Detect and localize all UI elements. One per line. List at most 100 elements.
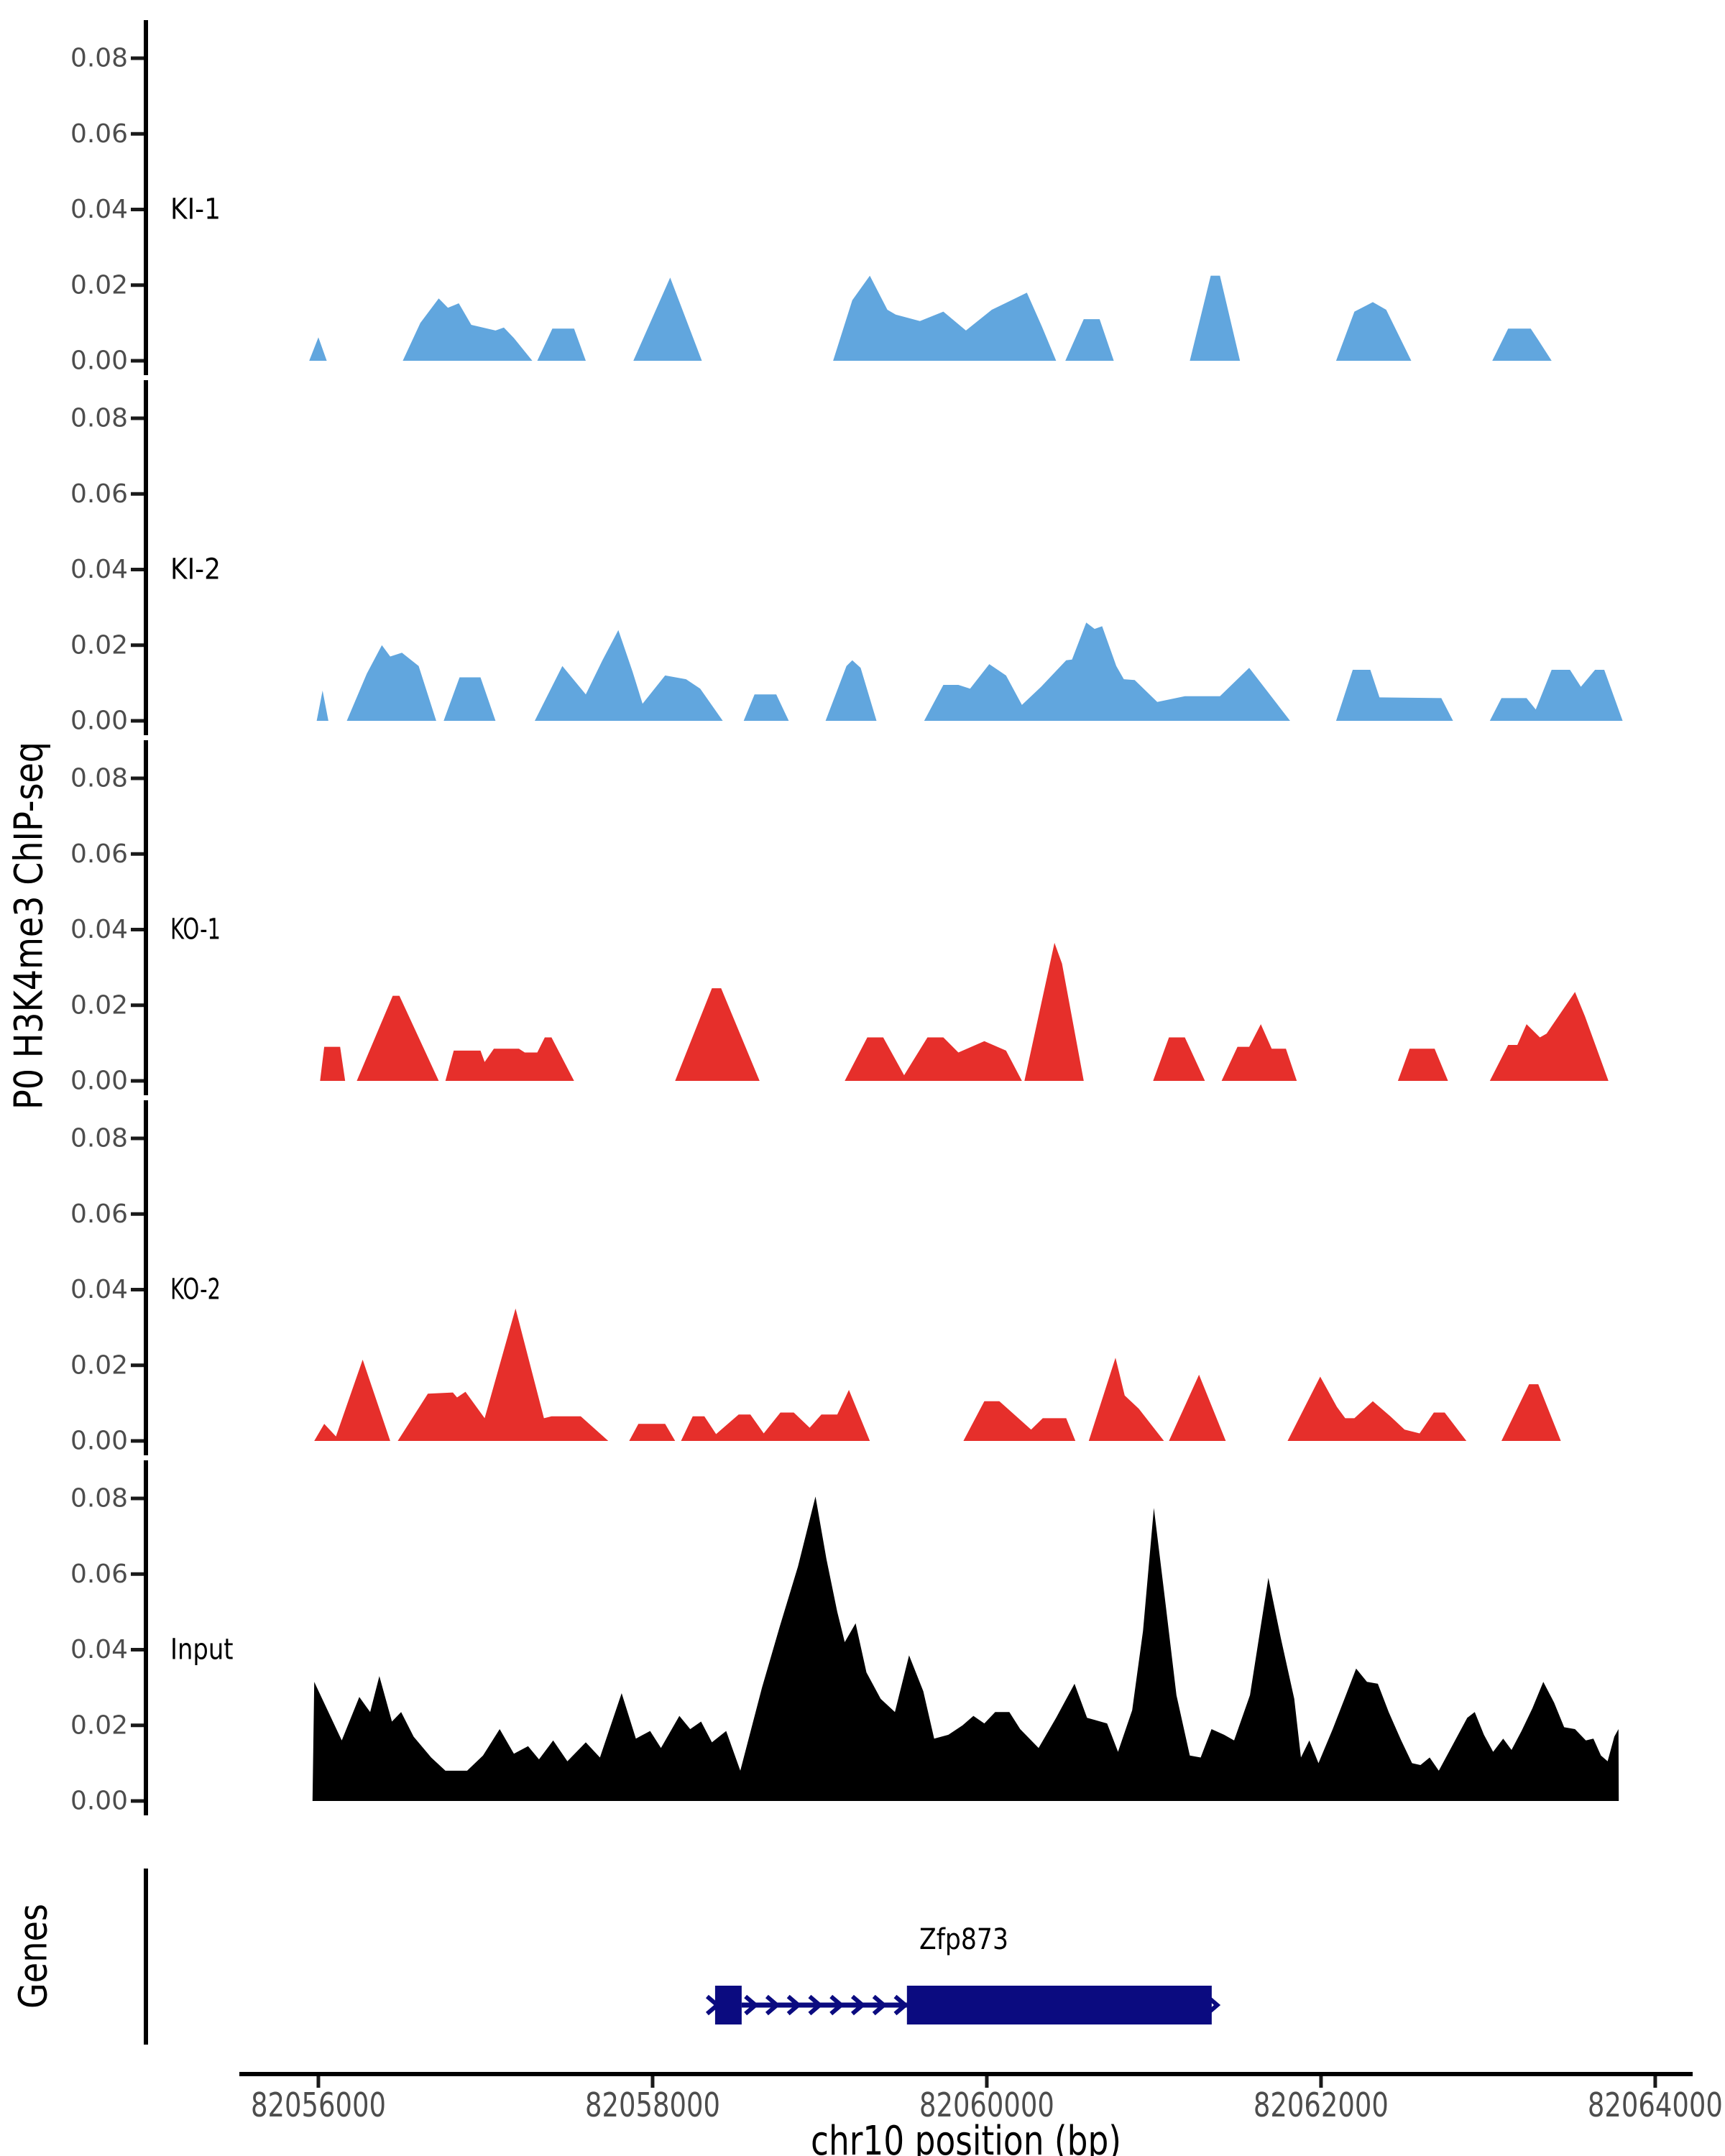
y-tick-mark xyxy=(131,359,144,363)
y-tick-mark xyxy=(131,928,144,931)
y-tick-label: 0.00 xyxy=(70,1067,128,1096)
y-tick-label: 0.08 xyxy=(70,1484,128,1514)
y-tick-mark xyxy=(131,492,144,496)
facet-KO-2: 0.00 0.02 0.04 0.06 0.08 KO-2 xyxy=(70,1100,1561,1456)
y-tick-label: 0.06 xyxy=(70,479,128,509)
y-tick-mark xyxy=(131,1136,144,1141)
signal-area-KI-2 xyxy=(316,622,1623,721)
facet-Input: 0.00 0.02 0.04 0.06 0.08 Input xyxy=(70,1460,1619,1816)
gene-strand-arrow-icon xyxy=(786,1994,802,2016)
y-tick-label: 0.02 xyxy=(70,270,128,300)
signal-area-KO-2 xyxy=(314,1308,1561,1441)
gene-strand-arrow-icon xyxy=(765,1994,781,2016)
y-tick-mark xyxy=(131,1572,144,1576)
x-axis-line xyxy=(239,2072,1693,2076)
gene-strand-arrow-icon xyxy=(705,1994,721,2016)
y-tick-label: 0.00 xyxy=(70,1787,128,1816)
gene-strand-arrow-icon xyxy=(893,1994,909,2016)
x-tick-label: 82064000 xyxy=(1588,2086,1723,2124)
y-tick-mark xyxy=(131,1648,144,1651)
y-tick-mark xyxy=(131,1799,144,1803)
genes-panel-title: Genes xyxy=(11,1904,56,2009)
y-tick-mark xyxy=(131,1439,144,1443)
y-tick-label: 0.06 xyxy=(70,119,128,149)
y-axis-line xyxy=(144,380,148,735)
x-tick-mark xyxy=(1319,2076,1323,2088)
y-tick-label: 0.00 xyxy=(70,706,128,736)
y-tick-label: 0.06 xyxy=(70,839,128,869)
x-tick-label: 82058000 xyxy=(585,2086,720,2124)
y-axis-title: P0 H3K4me3 ChIP-seq xyxy=(6,742,52,1110)
y-tick-label: 0.02 xyxy=(70,990,128,1020)
y-tick-mark xyxy=(131,1003,144,1008)
track-label-KO-1: KO-1 xyxy=(170,913,221,946)
y-tick-label: 0.06 xyxy=(70,1199,128,1229)
facet-genes xyxy=(144,1869,1221,2045)
y-tick-mark xyxy=(131,1496,144,1501)
y-tick-label: 0.08 xyxy=(70,1124,128,1153)
gene-strand-arrow-icon xyxy=(808,1994,824,2016)
x-tick-mark xyxy=(650,2076,655,2088)
y-tick-mark xyxy=(131,416,144,420)
y-tick-label: 0.08 xyxy=(70,764,128,793)
x-tick-mark xyxy=(316,2076,321,2088)
x-axis-title: chr10 position (bp) xyxy=(811,2118,1121,2156)
y-tick-label: 0.06 xyxy=(70,1560,128,1589)
genes-axis-line xyxy=(144,1869,148,2045)
y-axis-line xyxy=(144,1100,148,1455)
y-tick-label: 0.02 xyxy=(70,1710,128,1740)
signal-area-Input xyxy=(312,1496,1619,1801)
y-tick-label: 0.02 xyxy=(70,1350,128,1380)
facet-KO-1: 0.00 0.02 0.04 0.06 0.08 KO-1 xyxy=(70,740,1609,1096)
gene-strand-arrow-icon xyxy=(1205,1994,1221,2016)
track-label-KI-1: KI-1 xyxy=(170,193,221,226)
y-tick-label: 0.04 xyxy=(70,1635,128,1664)
signal-area-KI-1 xyxy=(309,275,1552,361)
y-tick-mark xyxy=(131,56,144,60)
gene-exon xyxy=(906,1986,1212,2024)
y-tick-label: 0.02 xyxy=(70,630,128,660)
y-axis-line xyxy=(144,740,148,1095)
track-label-Input: Input xyxy=(170,1634,234,1667)
y-tick-label: 0.04 xyxy=(70,195,128,224)
y-tick-mark xyxy=(131,208,144,211)
y-tick-mark xyxy=(131,1723,144,1728)
y-tick-label: 0.08 xyxy=(70,44,128,73)
y-tick-label: 0.04 xyxy=(70,555,128,584)
facet-KI-2: 0.00 0.02 0.04 0.06 0.08 KI-2 xyxy=(70,380,1623,736)
gene-strand-arrow-icon xyxy=(872,1994,888,2016)
gene-strand-arrow-icon xyxy=(850,1994,866,2016)
y-tick-mark xyxy=(131,852,144,856)
y-tick-label: 0.04 xyxy=(70,915,128,944)
gene-intron-line xyxy=(741,2002,907,2008)
track-label-KI-2: KI-2 xyxy=(170,553,221,586)
y-tick-mark xyxy=(131,776,144,780)
y-tick-mark xyxy=(131,1079,144,1083)
y-tick-mark xyxy=(131,1212,144,1216)
track-label-KO-2: KO-2 xyxy=(170,1273,221,1307)
y-tick-label: 0.08 xyxy=(70,404,128,433)
y-tick-label: 0.00 xyxy=(70,346,128,376)
y-tick-mark xyxy=(131,719,144,723)
signal-area-KO-1 xyxy=(320,942,1609,1081)
x-tick-label: 82056000 xyxy=(251,2086,386,2124)
y-tick-label: 0.04 xyxy=(70,1275,128,1304)
y-tick-mark xyxy=(131,643,144,648)
x-tick-label: 82060000 xyxy=(919,2086,1054,2124)
y-axis-line xyxy=(144,1460,148,1815)
y-tick-mark xyxy=(131,568,144,571)
facet-KI-1: 0.00 0.02 0.04 0.06 0.08 KI-1 xyxy=(70,20,1552,376)
y-tick-mark xyxy=(131,1288,144,1291)
x-tick-label: 82062000 xyxy=(1254,2086,1389,2124)
y-tick-mark xyxy=(131,283,144,287)
x-axis: 82056000 82058000 82060000 82062000 82064000 xyxy=(239,2072,1723,2124)
gene-name-label: Zfp873 xyxy=(919,1923,1008,1956)
y-tick-mark xyxy=(131,132,144,136)
y-tick-label: 0.00 xyxy=(70,1427,128,1456)
y-tick-mark xyxy=(131,1363,144,1368)
x-tick-mark xyxy=(1653,2076,1657,2088)
x-tick-mark xyxy=(985,2076,989,2088)
y-axis-line xyxy=(144,20,148,375)
